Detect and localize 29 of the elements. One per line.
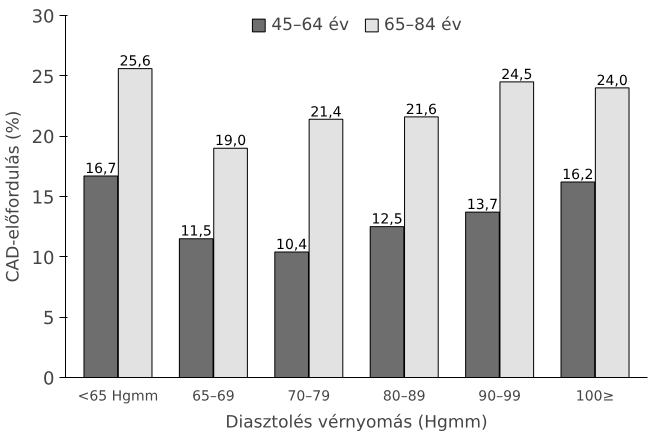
data-label: 25,6 <box>120 54 151 70</box>
data-label: 10,4 <box>276 237 308 254</box>
legend-label: 65–84 év <box>384 15 462 35</box>
y-tick-label: 20 <box>32 127 54 148</box>
data-label: 24,0 <box>596 72 628 89</box>
y-tick-label: 30 <box>32 6 54 28</box>
x-tick-label: <65 Hgmm <box>78 388 158 404</box>
x-tick-label: 100≥ <box>576 388 614 404</box>
data-label: 16,2 <box>562 167 594 184</box>
data-label: 24,5 <box>501 66 532 83</box>
legend-label: 45–64 év <box>271 15 349 35</box>
data-label: 12,5 <box>371 212 403 228</box>
data-label: 13,7 <box>466 197 498 214</box>
x-tick-label: 70–79 <box>287 388 330 404</box>
y-tick-label: 25 <box>32 66 54 88</box>
y-tick-label: 15 <box>32 188 54 208</box>
data-label: 21,4 <box>310 104 342 120</box>
data-label: 19,0 <box>214 133 246 150</box>
x-tick-label: 90–99 <box>478 388 521 404</box>
x-tick-label: 65–69 <box>192 388 235 404</box>
x-axis-title: Diasztolés vérnyomás (Hgmm) <box>225 412 488 432</box>
y-tick-label: 5 <box>43 308 54 330</box>
x-tick-label: 80–89 <box>382 388 426 404</box>
y-axis-title: CAD-előfordulás (%) <box>4 110 24 282</box>
data-label: 11,5 <box>180 224 212 240</box>
y-tick-label: 10 <box>32 248 54 269</box>
data-label: 21,6 <box>406 102 438 118</box>
data-label: 16,7 <box>85 160 116 177</box>
y-tick-label: 0 <box>43 368 54 390</box>
